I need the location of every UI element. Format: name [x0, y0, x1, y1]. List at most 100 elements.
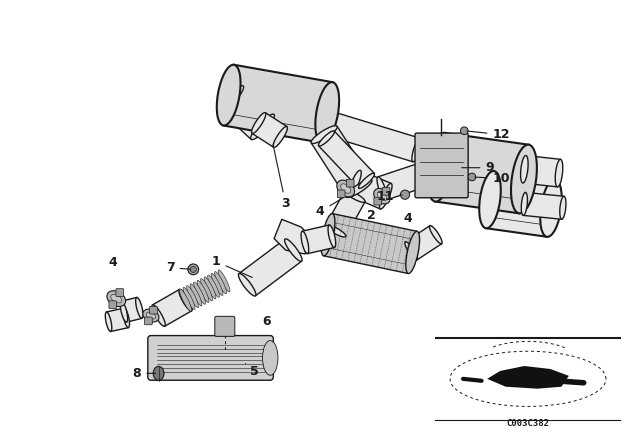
Ellipse shape [217, 65, 241, 125]
Polygon shape [486, 171, 555, 237]
Ellipse shape [251, 114, 275, 140]
Text: 11: 11 [377, 190, 402, 202]
Ellipse shape [200, 279, 212, 301]
Ellipse shape [326, 225, 346, 237]
Ellipse shape [190, 266, 196, 272]
Ellipse shape [468, 173, 476, 181]
Ellipse shape [218, 270, 230, 292]
Ellipse shape [197, 280, 209, 302]
Ellipse shape [380, 183, 392, 209]
Ellipse shape [443, 156, 452, 180]
Ellipse shape [346, 180, 372, 198]
Ellipse shape [107, 291, 125, 306]
Ellipse shape [311, 126, 337, 143]
Ellipse shape [180, 289, 191, 311]
Ellipse shape [220, 86, 244, 111]
Ellipse shape [211, 273, 223, 296]
Polygon shape [252, 113, 287, 147]
Text: 12: 12 [467, 128, 510, 141]
FancyBboxPatch shape [148, 336, 273, 380]
Text: 10: 10 [475, 172, 510, 185]
Polygon shape [523, 155, 561, 187]
Ellipse shape [204, 277, 216, 299]
Polygon shape [405, 226, 442, 260]
Ellipse shape [521, 192, 527, 215]
Ellipse shape [106, 312, 112, 332]
Polygon shape [239, 239, 301, 296]
Ellipse shape [301, 231, 308, 254]
Polygon shape [106, 308, 129, 332]
Ellipse shape [429, 226, 442, 244]
Ellipse shape [560, 196, 566, 219]
Polygon shape [487, 366, 569, 389]
FancyBboxPatch shape [337, 190, 345, 198]
Polygon shape [349, 170, 391, 209]
Ellipse shape [143, 309, 159, 322]
Ellipse shape [194, 282, 205, 304]
Polygon shape [220, 86, 274, 139]
Text: 1: 1 [212, 255, 252, 277]
Ellipse shape [328, 225, 335, 248]
FancyBboxPatch shape [109, 301, 116, 309]
Ellipse shape [340, 184, 351, 193]
Polygon shape [302, 225, 335, 254]
Ellipse shape [405, 242, 417, 260]
Ellipse shape [358, 173, 374, 189]
FancyBboxPatch shape [145, 317, 152, 325]
Ellipse shape [319, 131, 335, 146]
Polygon shape [435, 133, 529, 213]
Ellipse shape [188, 264, 198, 275]
Text: 5: 5 [246, 363, 259, 378]
Ellipse shape [153, 366, 164, 380]
Text: 7: 7 [166, 261, 191, 274]
Ellipse shape [423, 161, 433, 185]
Ellipse shape [401, 190, 410, 199]
Text: 2: 2 [367, 209, 375, 222]
Ellipse shape [345, 190, 365, 202]
Ellipse shape [406, 231, 420, 274]
Polygon shape [324, 111, 420, 162]
Ellipse shape [316, 82, 339, 143]
Polygon shape [319, 131, 374, 188]
Polygon shape [152, 289, 191, 326]
Ellipse shape [120, 301, 127, 322]
Polygon shape [324, 214, 417, 274]
FancyBboxPatch shape [346, 179, 354, 187]
FancyBboxPatch shape [382, 187, 390, 195]
Polygon shape [378, 161, 432, 200]
Ellipse shape [285, 239, 302, 261]
Ellipse shape [422, 161, 431, 185]
Ellipse shape [190, 284, 202, 306]
Ellipse shape [337, 180, 355, 197]
Ellipse shape [207, 275, 220, 297]
Ellipse shape [412, 138, 421, 162]
Ellipse shape [427, 133, 453, 202]
Ellipse shape [520, 155, 528, 183]
Ellipse shape [377, 192, 387, 201]
Ellipse shape [238, 273, 256, 296]
Ellipse shape [349, 170, 361, 196]
Polygon shape [524, 193, 564, 219]
Text: 6: 6 [262, 315, 271, 328]
Ellipse shape [479, 171, 500, 228]
Text: C003C382: C003C382 [506, 419, 550, 428]
FancyBboxPatch shape [116, 289, 124, 297]
Ellipse shape [252, 112, 266, 134]
Ellipse shape [511, 145, 537, 213]
Ellipse shape [556, 159, 563, 187]
Ellipse shape [377, 177, 387, 200]
Ellipse shape [321, 214, 335, 256]
Ellipse shape [136, 297, 143, 319]
Text: 3: 3 [273, 145, 290, 211]
Polygon shape [274, 220, 312, 254]
Text: 4: 4 [109, 255, 117, 268]
Polygon shape [311, 126, 372, 197]
Ellipse shape [374, 189, 390, 204]
Ellipse shape [111, 294, 122, 303]
Ellipse shape [187, 285, 198, 308]
Ellipse shape [179, 289, 192, 311]
Ellipse shape [323, 111, 333, 135]
Text: 9: 9 [461, 161, 494, 174]
Text: 8: 8 [132, 367, 156, 380]
Polygon shape [122, 297, 142, 322]
